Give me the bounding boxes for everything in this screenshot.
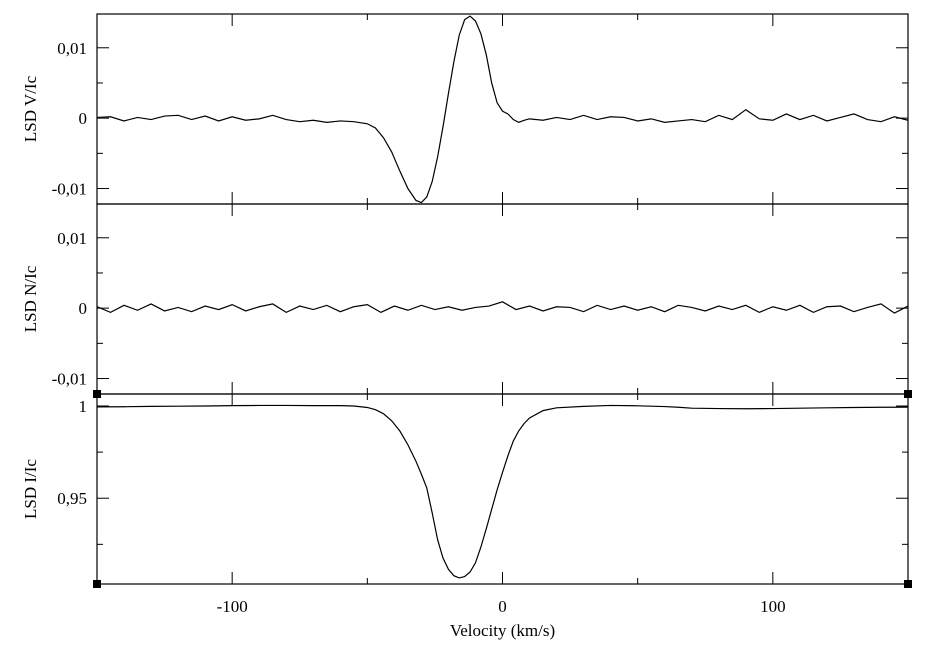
panel-stokes-v: -0,01 0 0,01 LSD V/Ic	[21, 14, 909, 204]
x-tick-label: 100	[760, 597, 786, 616]
x-axis-title: Velocity (km/s)	[450, 621, 555, 640]
panel-stokes-i: 0,95 1 -100 0 100 LSD I/Ic Velocity (km/s)	[21, 394, 909, 640]
y-tick-label: 0	[79, 109, 88, 128]
y-tick-label: 0,01	[57, 229, 87, 248]
selection-handle[interactable]	[904, 580, 912, 588]
panel-frame-null-n	[96, 203, 909, 395]
selection-handle[interactable]	[93, 390, 101, 398]
panel-stokes-i-ytick-labels: 0,95 1	[57, 397, 87, 508]
panel-null-n: -0,01 0 0,01 LSD N/Ic	[21, 204, 909, 394]
stokes-i-axis-title: LSD I/Ic	[21, 459, 40, 519]
panel-stokes-i-xtick-labels: -100 0 100	[217, 597, 786, 616]
y-tick-label: 1	[79, 397, 88, 416]
panel-stokes-v-ticks	[96, 14, 909, 204]
y-tick-label: 0,95	[57, 489, 87, 508]
panel-frame-stokes-i	[96, 393, 909, 585]
y-tick-label: 0,01	[57, 39, 87, 58]
panel-null-n-ytick-labels: -0,01 0 0,01	[52, 229, 87, 389]
null-n-axis-title: LSD N/Ic	[21, 265, 40, 332]
y-tick-label: -0,01	[52, 370, 87, 389]
panel-null-n-ticks	[96, 204, 909, 394]
panel-stokes-i-ticks	[96, 394, 909, 584]
panel-frames	[96, 13, 909, 585]
x-tick-label: -100	[217, 597, 248, 616]
stokes-v-profile-line	[96, 15, 909, 204]
panel-stokes-v-ytick-labels: -0,01 0 0,01	[52, 39, 87, 199]
x-tick-label: 0	[498, 597, 507, 616]
selection-handle[interactable]	[904, 390, 912, 398]
y-tick-label: -0,01	[52, 180, 87, 199]
selection-handles[interactable]	[93, 390, 912, 588]
panel-frame-stokes-v	[96, 13, 909, 205]
stokes-i-profile-line	[96, 404, 909, 579]
y-tick-label: 0	[79, 299, 88, 318]
null-n-profile-line	[96, 301, 909, 314]
stokes-v-axis-title: LSD V/Ic	[21, 75, 40, 142]
selection-handle[interactable]	[93, 580, 101, 588]
